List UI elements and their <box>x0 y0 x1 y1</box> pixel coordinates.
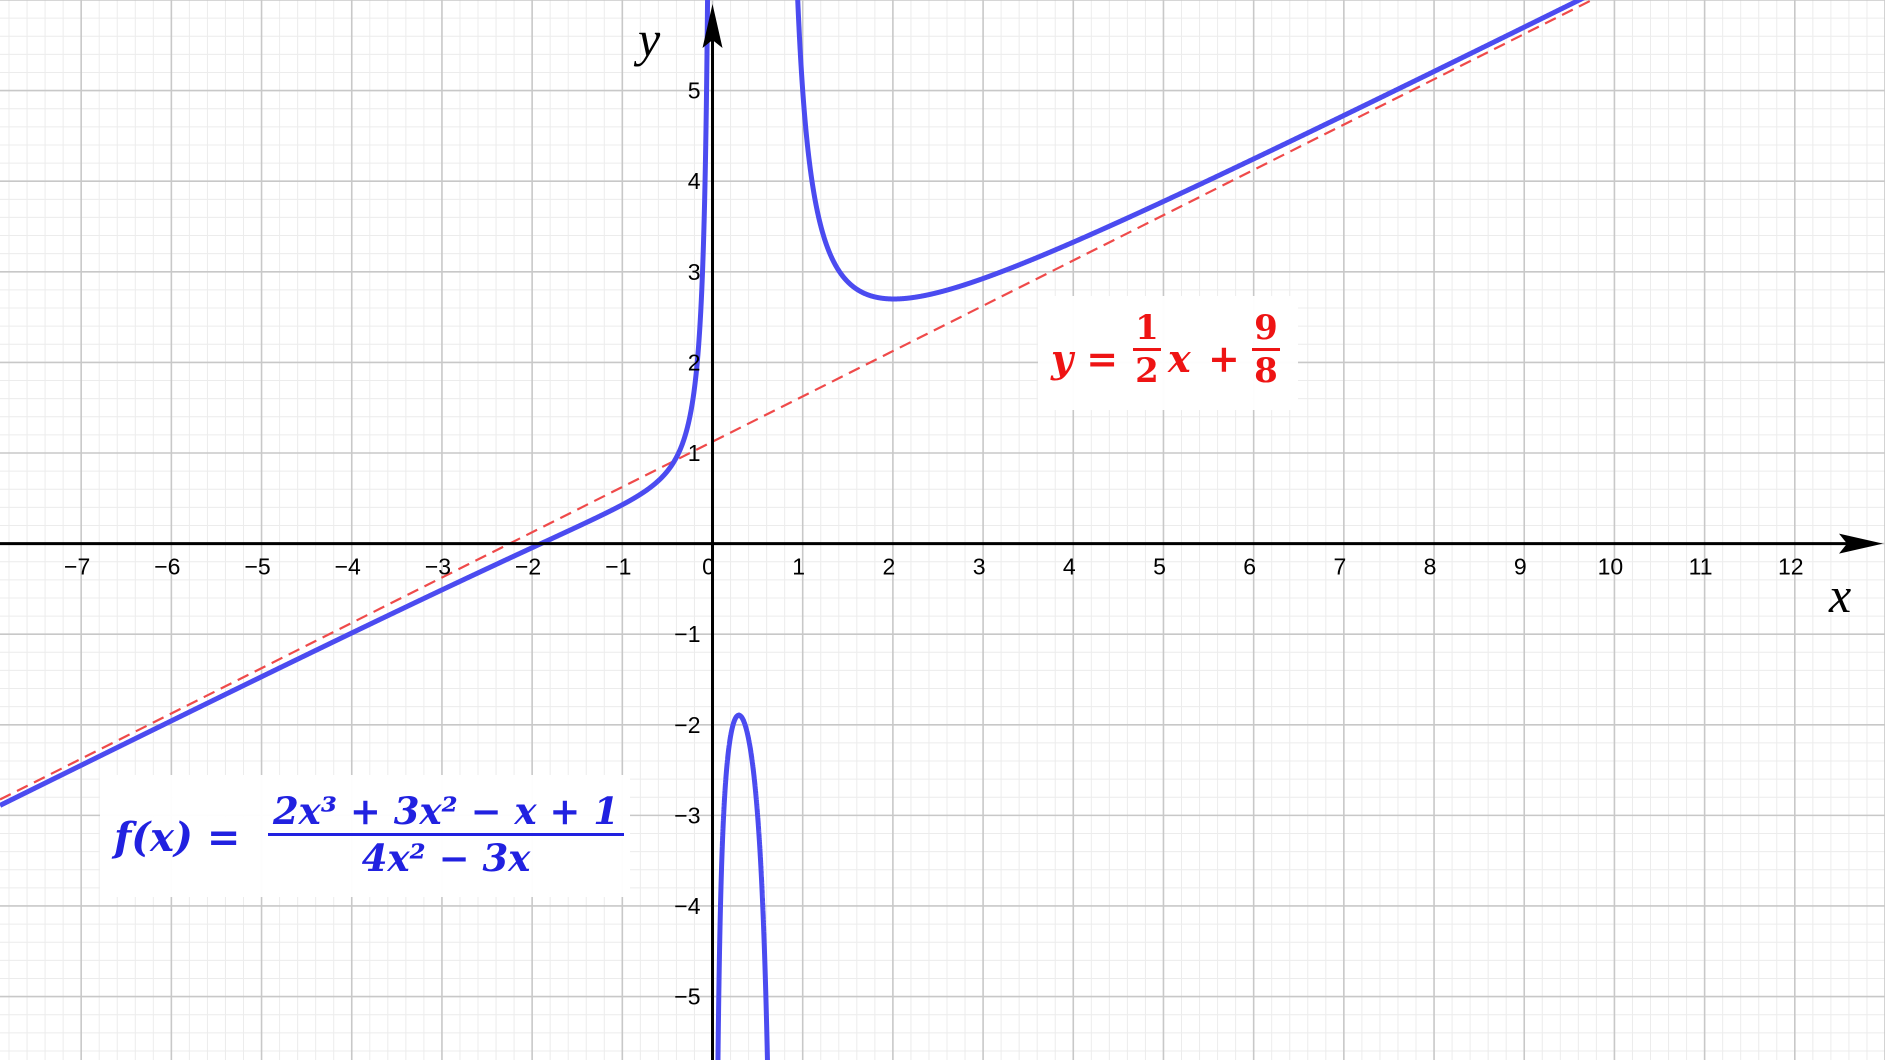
function-formula-label: f(x) = 2x³ + 3x² − x + 1 4x² − 3x <box>100 775 630 897</box>
function-denominator: 4x² − 3x <box>361 836 531 880</box>
asymptote-slope-fraction: 1 2 <box>1133 308 1161 391</box>
asymptote-constant-numerator: 9 <box>1254 308 1278 348</box>
y-tick-label: −4 <box>674 893 700 919</box>
y-tick-label: 5 <box>688 78 701 104</box>
x-tick-label: −1 <box>605 554 631 580</box>
x-tick-label: 0 <box>702 554 715 580</box>
x-tick-label: 1 <box>792 554 805 580</box>
x-tick-label: 9 <box>1514 554 1527 580</box>
asymptote-constant-bar <box>1252 348 1280 351</box>
y-tick-label: 2 <box>688 349 701 375</box>
y-tick-label: −3 <box>674 802 700 828</box>
asymptote-lhs: y = <box>1051 336 1119 381</box>
x-axis-arrowhead <box>1839 533 1883 554</box>
x-tick-label: −3 <box>425 554 451 580</box>
x-tick-label: 11 <box>1689 554 1713 580</box>
x-tick-label: 4 <box>1063 554 1076 580</box>
asymptote-formula-label: y = 1 2 x + 9 8 <box>1038 296 1298 410</box>
function-fraction: 2x³ + 3x² − x + 1 4x² − 3x <box>268 789 624 880</box>
x-axis-label: x <box>1828 567 1851 623</box>
y-tick-label: −1 <box>674 621 700 647</box>
asymptote-slope-bar <box>1133 348 1161 351</box>
function-curve-left-branch <box>0 0 711 808</box>
x-tick-label: −7 <box>64 554 90 580</box>
function-lhs: f(x) = <box>114 814 241 861</box>
x-tick-label: 7 <box>1333 554 1346 580</box>
x-tick-label: −4 <box>335 554 361 580</box>
x-tick-label: 3 <box>973 554 986 580</box>
x-tick-label: −5 <box>244 554 270 580</box>
function-curve-middle-branch <box>715 712 770 1060</box>
slant-asymptote-line <box>0 0 1595 801</box>
tick-labels: −7 −6 −5 −4 −3 −2 −1 0 1 2 3 4 5 6 7 8 9 10 11 12−5−4−3−2−1… <box>64 78 1804 1010</box>
x-tick-label: 6 <box>1243 554 1256 580</box>
x-tick-label: −2 <box>515 554 541 580</box>
asymptote-constant-fraction: 9 8 <box>1252 308 1280 391</box>
y-axis-label: y <box>633 11 661 67</box>
y-tick-label: 4 <box>688 168 701 194</box>
y-axis-arrowhead <box>702 4 723 48</box>
asymptote-plus: + <box>1208 336 1240 381</box>
axes <box>0 4 1883 1060</box>
y-tick-label: −2 <box>674 712 700 738</box>
asymptote-constant-denominator: 8 <box>1254 351 1278 391</box>
y-tick-label: 3 <box>688 259 701 285</box>
x-tick-label: 8 <box>1424 554 1437 580</box>
x-tick-label: 2 <box>882 554 895 580</box>
asymptote-slope-denominator: 2 <box>1135 351 1159 391</box>
function-fraction-bar <box>268 833 624 836</box>
y-tick-label: −5 <box>674 984 700 1010</box>
function-curve-right-branch <box>795 0 1585 302</box>
asymptote-variable: x <box>1168 336 1191 381</box>
function-numerator: 2x³ + 3x² − x + 1 <box>272 789 620 833</box>
y-tick-label: 1 <box>688 440 701 466</box>
asymptote-slope-numerator: 1 <box>1135 308 1159 348</box>
x-tick-label: −6 <box>154 554 180 580</box>
x-tick-label: 5 <box>1153 554 1166 580</box>
x-tick-label: 12 <box>1778 554 1804 580</box>
x-tick-label: 10 <box>1598 554 1624 580</box>
